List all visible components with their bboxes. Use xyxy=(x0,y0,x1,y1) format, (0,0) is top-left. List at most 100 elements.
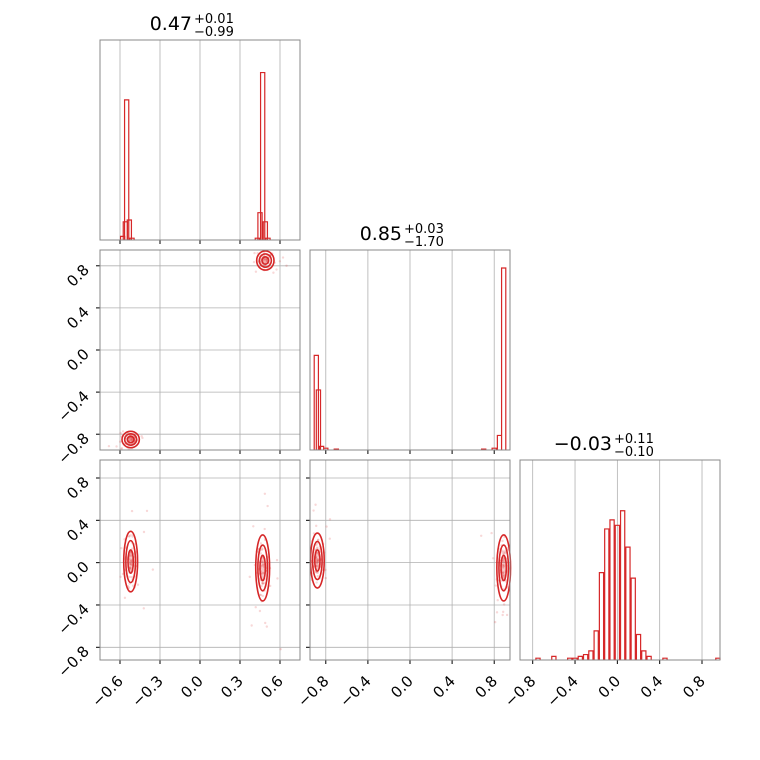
scatter-point xyxy=(151,568,155,571)
x-tick-label: 0.4 xyxy=(637,672,667,702)
contour xyxy=(127,549,135,575)
scatter-point xyxy=(129,438,133,442)
scatter-point xyxy=(259,542,263,545)
scatter-point xyxy=(316,547,319,550)
scatter-point xyxy=(128,438,132,442)
scatter-point xyxy=(129,560,132,564)
scatter-point xyxy=(130,559,134,562)
scatter-point xyxy=(500,551,504,554)
scatter-point xyxy=(268,584,272,588)
scatter-point xyxy=(261,581,264,584)
scatter-point xyxy=(261,594,264,598)
scatter-point xyxy=(261,564,264,568)
scatter-point xyxy=(278,260,282,263)
scatter-point xyxy=(315,571,318,574)
scatter-point xyxy=(129,562,133,565)
scatter-point xyxy=(279,648,282,651)
scatter-point xyxy=(312,509,315,512)
scatter-point xyxy=(315,563,318,566)
scatter-point xyxy=(328,537,331,540)
x-tick-label: −0.8 xyxy=(501,672,539,710)
scatter-point xyxy=(315,564,319,568)
scatter-point xyxy=(129,566,132,570)
scatter-point xyxy=(272,271,275,274)
histogram-panel-0-frame xyxy=(99,39,301,241)
contour xyxy=(122,530,139,593)
scatter-point xyxy=(263,492,267,496)
scatter-point xyxy=(129,558,132,562)
scatter-point xyxy=(140,434,143,438)
y-tick-label: −0.8 xyxy=(54,642,92,680)
scatter-point xyxy=(501,573,505,577)
scatter-point xyxy=(317,559,320,562)
scatter-point xyxy=(325,525,328,528)
scatter-point xyxy=(324,568,327,572)
scatter-point xyxy=(127,535,131,538)
title-median: 0.47 xyxy=(150,13,192,35)
title-plus: +0.01 xyxy=(194,12,234,27)
y-tick-label: 0.4 xyxy=(63,515,93,545)
scatter-point xyxy=(130,559,134,563)
scatter-point xyxy=(501,539,504,543)
scatter-point xyxy=(494,584,498,587)
x-tick-label: 0.8 xyxy=(471,672,501,702)
scatter-point xyxy=(260,560,264,564)
scatter-point xyxy=(131,584,135,587)
scatter-point xyxy=(328,518,332,521)
scatter-point xyxy=(260,584,263,588)
scatter-point xyxy=(129,567,132,571)
scatter-point xyxy=(118,440,122,443)
scatter-point xyxy=(120,446,124,450)
contour xyxy=(261,256,270,266)
scatter-panel-0-2-frame xyxy=(99,459,301,661)
scatter-point xyxy=(314,503,317,506)
title-median: −0.03 xyxy=(554,433,612,455)
contour xyxy=(258,253,273,268)
scatter-point xyxy=(259,593,263,597)
scatter-point xyxy=(130,438,134,442)
scatter-point xyxy=(501,613,504,617)
scatter-point xyxy=(502,563,505,566)
title-median: 0.85 xyxy=(360,223,402,245)
scatter-point xyxy=(115,445,118,448)
contour xyxy=(259,554,267,582)
scatter-point xyxy=(285,264,288,267)
scatter-point xyxy=(315,581,318,584)
scatter-point xyxy=(479,534,483,537)
scatter-point xyxy=(250,624,253,627)
panel-title-1: 0.85 +0.03−1.70 xyxy=(360,222,444,250)
scatter-point xyxy=(490,531,493,535)
scatter-point xyxy=(502,551,506,554)
contour xyxy=(123,432,138,446)
y-tick-label: −0.8 xyxy=(54,429,92,467)
scatter-point xyxy=(127,586,131,589)
histogram-2 xyxy=(535,510,721,660)
x-tick-label: −0.4 xyxy=(543,672,581,710)
scatter-point xyxy=(316,560,319,563)
x-tick-label: 0.0 xyxy=(595,672,625,702)
scatter-point xyxy=(315,559,318,562)
scatter-point xyxy=(495,611,499,614)
scatter-point xyxy=(263,261,266,264)
histogram-panel-1-frame xyxy=(309,249,511,451)
scatter-point xyxy=(491,557,495,560)
scatter-point xyxy=(130,561,134,564)
scatter-point xyxy=(120,546,123,550)
scatter-point xyxy=(262,563,265,567)
y-tick-label: 0.8 xyxy=(63,261,93,291)
scatter-point xyxy=(264,621,267,625)
scatter-point xyxy=(265,259,268,263)
x-tick-label: 0.3 xyxy=(217,672,247,702)
scatter-point xyxy=(501,566,505,569)
scatter-point xyxy=(252,260,256,264)
scatter-point xyxy=(128,575,132,579)
contour xyxy=(500,554,508,582)
scatter-point xyxy=(316,558,319,561)
scatter-point xyxy=(265,258,268,261)
scatter-point xyxy=(264,257,267,261)
x-tick-label: 0.4 xyxy=(429,672,459,702)
scatter-point xyxy=(315,524,318,528)
scatter-point xyxy=(316,538,320,542)
scatter-point xyxy=(503,550,506,553)
scatter-point xyxy=(263,258,266,261)
